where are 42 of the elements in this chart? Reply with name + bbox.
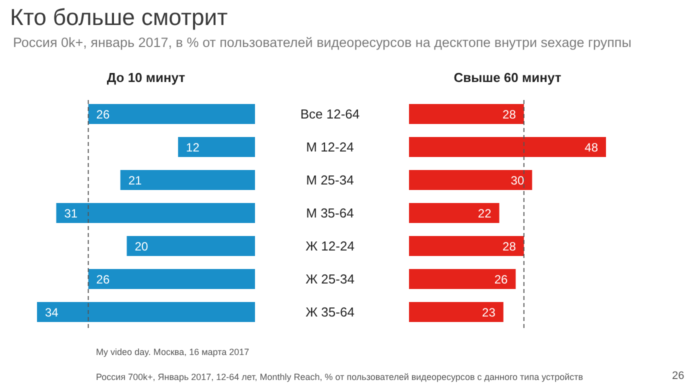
y-tick-label: М 35-64 [306,206,354,220]
bar [88,104,255,124]
bar [409,203,500,223]
text: My video day. Москва, 16 марта 2017 [96,347,250,357]
data-label: 31 [64,206,78,220]
bar [37,302,255,322]
bar [409,170,532,190]
chart-title: До 10 минут [106,70,186,87]
data-label: 21 [128,173,142,188]
bar [409,137,606,157]
data-label: 30 [510,173,524,188]
data-label: 34 [45,305,59,320]
y-tick-label: Все 12-64 [300,106,360,122]
bar [409,269,516,289]
data-label: 26 [494,272,508,286]
data-label: 20 [134,239,148,254]
bar [126,236,255,256]
text: Россия 0k+, январь 2017, в % от пользователей видеоресурсов на десктопе внутри sexage группы [13,35,632,50]
data-label: 12 [186,140,200,154]
data-label: 28 [502,107,516,122]
chart-title: Свыше 60 минут [452,70,562,87]
text: 26 [672,370,684,382]
data-label: 26 [96,272,110,286]
data-label: 23 [482,305,496,320]
bar [178,137,255,157]
bar [409,104,524,124]
data-label: 22 [478,206,492,220]
bar [56,203,255,223]
data-label: 48 [584,140,598,154]
y-tick-label: М 25-34 [306,172,354,188]
text: Россия 700k+, Январь 2017, 12-64 лет, Monthly Reach, % от пользователей видеоресурсов с данного типа устройств [96,372,584,382]
bar [88,269,255,289]
text: Кто больше смотрит [10,4,229,31]
y-tick-label: Ж 12-24 [306,238,354,254]
data-label: 26 [96,107,110,122]
y-tick-label: М 12-24 [306,140,354,154]
bar [120,170,255,190]
y-tick-label: Ж 25-34 [306,272,354,286]
y-tick-label: Ж 35-64 [306,304,354,320]
bar [409,302,504,322]
bar [409,236,524,256]
data-label: 28 [502,239,516,254]
